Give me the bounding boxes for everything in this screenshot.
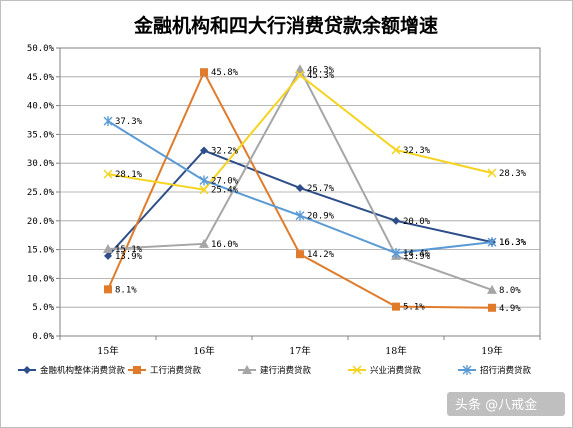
data-point [488, 303, 496, 312]
legend-item: 建行消费贷款 [238, 365, 312, 376]
data-label: 25.4% [211, 186, 239, 196]
data-point [391, 248, 401, 259]
data-label: 16.3% [499, 238, 527, 248]
watermark-text: 头条 @八戒金 [455, 397, 537, 413]
series-5 [103, 116, 497, 259]
y-tick-label: 25.0% [27, 188, 55, 198]
data-label: 28.1% [115, 170, 143, 180]
data-point [103, 116, 113, 127]
data-label: 13.9% [403, 252, 431, 262]
data-label: 25.7% [307, 184, 335, 194]
data-label: 13.9% [115, 252, 143, 262]
legend-marker [133, 366, 141, 374]
data-label: 5.1% [403, 303, 425, 313]
y-tick-label: 40.0% [27, 102, 55, 112]
data-point [296, 183, 304, 192]
watermark-bg [447, 392, 565, 416]
y-tick-label: 10.0% [27, 274, 55, 284]
chart-title: 金融机构和四大行消费贷款余额增速 [133, 14, 438, 37]
data-point [104, 285, 112, 294]
data-label: 20.9% [307, 212, 335, 222]
data-point [200, 146, 208, 155]
legend-marker [242, 365, 252, 374]
watermark: 头条 @八戒金 [447, 392, 565, 416]
data-label: 8.1% [115, 285, 137, 295]
legend-label: 兴业消费贷款 [370, 365, 422, 376]
data-point [295, 70, 305, 80]
data-label: 16.3% [499, 238, 527, 248]
data-point [392, 216, 400, 225]
data-label: 32.2% [211, 147, 239, 157]
data-label: 20.0% [403, 217, 431, 227]
data-labels: 13.9% 32.2% 25.7% 20.0% 16.3% 8.1% 45.8% 14.2% 5… [115, 65, 527, 313]
data-point [103, 244, 113, 254]
data-label: 32.3% [403, 146, 431, 156]
data-point [391, 145, 401, 155]
series-2 [104, 68, 496, 312]
y-tick-label: 50.0% [27, 44, 55, 54]
data-label: 16.0% [211, 240, 239, 250]
data-label: 14.4% [403, 249, 431, 259]
data-label: 4.9% [499, 304, 521, 314]
legend-marker [352, 365, 362, 375]
legend-label: 工行消费贷款 [150, 365, 202, 376]
x-axis-ticks: 15年 16年 17年 18年 19年 [59, 336, 541, 357]
series-group [103, 64, 497, 312]
y-tick-label: 35.0% [27, 130, 55, 140]
data-label: 37.3% [115, 117, 143, 127]
data-label: 15.1% [115, 245, 143, 255]
x-tick-label: 15年 [97, 345, 119, 357]
data-point [199, 175, 209, 186]
x-tick-label: 17年 [289, 345, 311, 357]
legend-label: 建行消费贷款 [260, 365, 312, 376]
y-tick-label: 30.0% [27, 159, 55, 169]
data-label: 8.0% [499, 286, 521, 296]
data-point [487, 237, 497, 248]
data-point [392, 302, 400, 311]
y-tick-label: 20.0% [27, 217, 55, 227]
y-tick-label: 0.0% [32, 332, 54, 342]
legend-label: 招行消费贷款 [480, 365, 532, 376]
data-point [199, 238, 209, 248]
data-label: 14.2% [307, 250, 335, 260]
data-label: 28.3% [499, 169, 527, 179]
y-tick-label: 45.0% [27, 73, 55, 83]
legend-item: 金融机构整体消费贷款 [18, 365, 126, 376]
data-point [295, 210, 305, 221]
legend-item: 兴业消费贷款 [348, 365, 422, 376]
data-point [296, 250, 304, 259]
series-4 [103, 70, 497, 195]
legend-marker [462, 365, 472, 375]
legend-item: 招行消费贷款 [458, 365, 532, 376]
data-point [103, 169, 113, 179]
data-label: 46.3% [307, 65, 335, 75]
legend-label: 金融机构整体消费贷款 [40, 365, 126, 376]
x-tick-label: 16年 [193, 345, 215, 357]
legend-item: 工行消费贷款 [128, 365, 202, 376]
data-label: 27.0% [211, 176, 239, 186]
data-point [104, 251, 112, 260]
data-label: 45.3% [307, 71, 335, 81]
data-point [295, 64, 305, 74]
x-tick-label: 19年 [481, 345, 503, 357]
data-point [487, 168, 497, 178]
data-point [487, 284, 497, 294]
y-tick-label: 15.0% [27, 246, 55, 256]
y-axis-ticks: 0.0% 5.0% 10.0% 15.0% 20.0% 25.0% 30.0% 35.0% 40… [27, 44, 60, 342]
x-tick-label: 18年 [385, 345, 407, 357]
y-tick-label: 5.0% [32, 303, 54, 313]
data-label: 45.8% [211, 68, 239, 78]
legend: 金融机构整体消费贷款 工行消费贷款 建行消费贷款 兴业消费贷款 招行消费贷款 [18, 365, 532, 376]
data-point [199, 185, 209, 195]
legend-marker [23, 366, 31, 374]
data-point [200, 68, 208, 77]
